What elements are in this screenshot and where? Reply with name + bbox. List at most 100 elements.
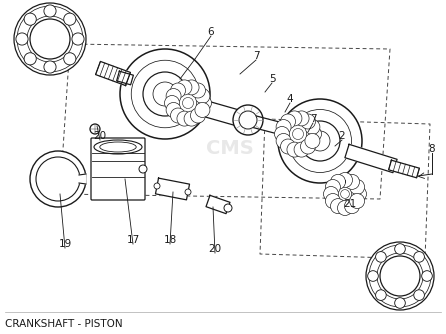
Circle shape	[233, 105, 263, 135]
Ellipse shape	[100, 142, 136, 152]
Circle shape	[274, 127, 289, 142]
Circle shape	[421, 271, 432, 281]
Circle shape	[36, 157, 80, 201]
Circle shape	[376, 290, 386, 300]
Circle shape	[139, 165, 147, 173]
Text: 21: 21	[343, 199, 357, 209]
Circle shape	[330, 174, 346, 189]
Circle shape	[154, 183, 160, 189]
Text: 7: 7	[253, 51, 259, 61]
Polygon shape	[194, 98, 247, 128]
Text: 19: 19	[58, 239, 72, 249]
Circle shape	[380, 256, 420, 296]
Circle shape	[305, 134, 320, 148]
Circle shape	[17, 6, 83, 72]
Circle shape	[64, 13, 76, 25]
Circle shape	[350, 179, 365, 194]
Wedge shape	[78, 174, 86, 184]
Circle shape	[330, 199, 346, 214]
Polygon shape	[116, 71, 133, 85]
Circle shape	[64, 53, 76, 65]
Text: 18: 18	[163, 235, 177, 245]
Circle shape	[276, 134, 291, 148]
Polygon shape	[95, 61, 130, 86]
Circle shape	[239, 111, 257, 129]
Circle shape	[376, 252, 386, 262]
Circle shape	[165, 96, 179, 111]
Circle shape	[184, 111, 199, 126]
Text: CRANKSHAFT - PISTON: CRANKSHAFT - PISTON	[5, 319, 123, 329]
Circle shape	[351, 186, 367, 201]
Circle shape	[44, 61, 56, 73]
Text: 8: 8	[429, 144, 435, 154]
Circle shape	[306, 127, 322, 142]
Circle shape	[166, 103, 181, 118]
Circle shape	[24, 13, 36, 25]
Polygon shape	[156, 178, 190, 200]
Circle shape	[195, 103, 210, 118]
Circle shape	[281, 139, 296, 154]
Circle shape	[341, 190, 349, 198]
Circle shape	[294, 142, 309, 157]
Circle shape	[153, 82, 177, 106]
Circle shape	[290, 127, 302, 139]
Circle shape	[337, 186, 353, 202]
Circle shape	[338, 172, 352, 187]
Polygon shape	[345, 144, 397, 173]
Circle shape	[177, 80, 192, 95]
Circle shape	[300, 121, 340, 161]
Circle shape	[166, 89, 181, 104]
Circle shape	[368, 271, 378, 281]
Circle shape	[182, 98, 194, 109]
Circle shape	[190, 108, 206, 123]
Circle shape	[301, 139, 315, 154]
Text: 17: 17	[126, 235, 140, 245]
Circle shape	[170, 83, 186, 98]
Circle shape	[120, 49, 210, 139]
Circle shape	[305, 120, 320, 135]
Circle shape	[44, 5, 56, 17]
Text: 20: 20	[94, 131, 107, 141]
Circle shape	[414, 252, 425, 262]
Circle shape	[288, 124, 308, 144]
Circle shape	[366, 242, 434, 310]
Polygon shape	[247, 114, 296, 138]
Circle shape	[289, 110, 351, 172]
Text: 6: 6	[208, 27, 215, 37]
Circle shape	[195, 89, 210, 104]
Polygon shape	[388, 160, 419, 178]
Text: 2: 2	[339, 131, 345, 141]
Circle shape	[310, 131, 330, 151]
Circle shape	[287, 111, 302, 126]
Circle shape	[16, 33, 28, 45]
Circle shape	[414, 290, 425, 300]
Circle shape	[338, 200, 352, 215]
Circle shape	[323, 186, 339, 201]
Circle shape	[72, 33, 84, 45]
Circle shape	[285, 122, 307, 144]
Circle shape	[276, 120, 291, 135]
Circle shape	[90, 124, 100, 134]
Circle shape	[24, 53, 36, 65]
Text: 20: 20	[208, 244, 222, 254]
Circle shape	[395, 298, 405, 308]
Circle shape	[344, 174, 359, 189]
Text: 5: 5	[268, 74, 275, 84]
Text: 4: 4	[287, 94, 293, 104]
Circle shape	[178, 93, 198, 113]
Circle shape	[30, 151, 86, 207]
Circle shape	[177, 111, 192, 126]
Circle shape	[326, 179, 340, 194]
Text: 7: 7	[310, 114, 316, 124]
Circle shape	[293, 129, 303, 140]
Circle shape	[278, 99, 362, 183]
Polygon shape	[206, 195, 230, 214]
Circle shape	[27, 16, 73, 62]
Circle shape	[301, 114, 315, 129]
Circle shape	[184, 80, 199, 95]
Circle shape	[395, 244, 405, 254]
Circle shape	[131, 60, 199, 128]
Circle shape	[185, 189, 191, 195]
Circle shape	[377, 253, 423, 299]
Circle shape	[369, 245, 431, 307]
